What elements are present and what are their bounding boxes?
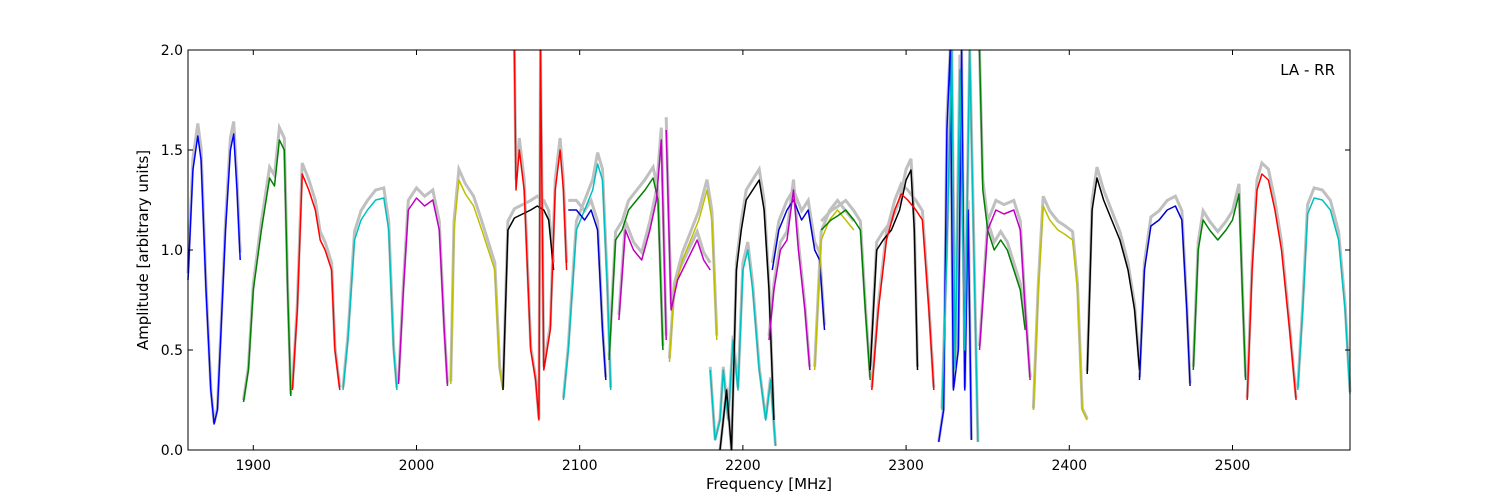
background-band-17 bbox=[770, 186, 826, 326]
background-band-32 bbox=[1296, 186, 1352, 392]
background-band-28 bbox=[1085, 166, 1141, 372]
series-layer bbox=[187, 49, 1351, 451]
y-tick-label: 0.5 bbox=[161, 343, 183, 359]
background-band-14 bbox=[664, 117, 712, 305]
x-tick-label: 2100 bbox=[562, 458, 598, 474]
y-axis: 0.0 0.5 1.0 1.5 2.0 bbox=[161, 43, 1350, 459]
series-line-20 bbox=[820, 209, 871, 381]
background-band-25 bbox=[978, 49, 1027, 326]
y-axis-label: Amplitude [arbitrary units] bbox=[134, 150, 152, 350]
series-line-27 bbox=[1032, 205, 1088, 421]
series-line-30 bbox=[1192, 193, 1247, 381]
background-band-1 bbox=[186, 121, 242, 424]
y-tick-label: 1.0 bbox=[161, 243, 183, 259]
series-line-7 bbox=[502, 205, 555, 391]
series-line-16 bbox=[719, 179, 775, 451]
y-tick-label: 1.5 bbox=[161, 143, 183, 159]
x-tick-label: 2200 bbox=[725, 458, 761, 474]
x-tick-label: 2500 bbox=[1215, 458, 1251, 474]
series-line-3 bbox=[291, 173, 341, 391]
series-line-32 bbox=[1297, 197, 1351, 395]
series-line-21 bbox=[869, 169, 919, 371]
background-band-30 bbox=[1191, 183, 1248, 378]
series-line-25 bbox=[978, 49, 1026, 331]
series-line-22 bbox=[871, 193, 935, 391]
background-band-12 bbox=[617, 127, 668, 336]
chart-annotation-label: LA - RR bbox=[1280, 61, 1335, 79]
series-line-9 bbox=[562, 163, 612, 401]
x-tick-label: 2000 bbox=[399, 458, 435, 474]
background-band-5 bbox=[397, 185, 449, 384]
background-band-20 bbox=[820, 198, 872, 378]
x-axis: 1900 2000 2100 2200 2300 2400 2500 bbox=[235, 50, 1250, 474]
series-line-18 bbox=[768, 189, 811, 371]
series-line-28 bbox=[1086, 177, 1141, 375]
series-line-29 bbox=[1138, 205, 1191, 387]
x-tick-label: 2300 bbox=[888, 458, 924, 474]
x-tick-label: 2400 bbox=[1051, 458, 1087, 474]
series-line-8 bbox=[513, 49, 568, 421]
series-line-17 bbox=[771, 199, 826, 331]
series-line-19 bbox=[813, 209, 855, 371]
series-line-26 bbox=[978, 209, 1031, 381]
series-line-10 bbox=[568, 209, 607, 381]
series-line-13 bbox=[668, 189, 718, 363]
series-line-1 bbox=[187, 133, 241, 425]
series-line-12 bbox=[618, 139, 667, 341]
background-band-3 bbox=[290, 162, 342, 388]
series-line-24 bbox=[941, 49, 979, 443]
series-line-5 bbox=[397, 197, 449, 387]
background-band-7 bbox=[501, 194, 556, 388]
series-line-4 bbox=[342, 197, 398, 391]
series-line-15 bbox=[709, 249, 777, 447]
series-line-2 bbox=[242, 139, 292, 403]
background-band-2 bbox=[242, 122, 293, 401]
series-line-14 bbox=[665, 129, 711, 311]
x-axis-label: Frequency [MHz] bbox=[706, 475, 832, 493]
series-line-6 bbox=[450, 179, 504, 391]
series-line-31 bbox=[1246, 173, 1297, 401]
y-tick-label: 2.0 bbox=[161, 43, 183, 59]
x-tick-label: 1900 bbox=[235, 458, 271, 474]
y-tick-label: 0.0 bbox=[161, 443, 183, 459]
